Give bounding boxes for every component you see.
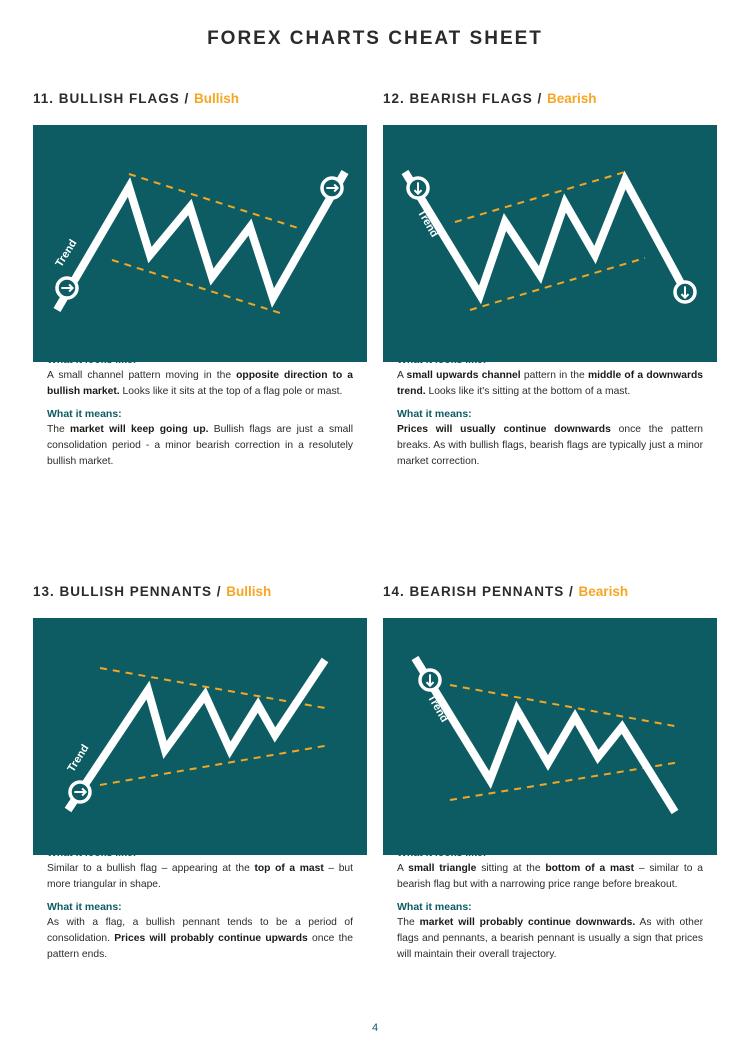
sentiment-tag: Bullish xyxy=(226,584,272,599)
text-segment: once the pattern breaks. As with bullish… xyxy=(397,424,703,467)
text-segment: As with a flag, a bullish pennant tends … xyxy=(47,917,353,944)
text-segment: A xyxy=(397,370,407,381)
price-line xyxy=(401,169,694,305)
emphasis-text: opposite direction to a bullish market. xyxy=(47,370,353,397)
looks-like-text: A small upwards channel pattern in the m… xyxy=(397,368,703,400)
arrow-circle-icon xyxy=(320,176,344,200)
emphasis-text: small triangle xyxy=(408,863,477,874)
text-segment: Looks like it sits at the top of a flag … xyxy=(119,386,343,397)
means-text: Prices will usually continue downwards o… xyxy=(397,422,703,470)
means-label: What it means: xyxy=(47,408,122,420)
heading-text: 12. BEARISH FLAGS / xyxy=(383,91,548,106)
channel-boundary-line xyxy=(454,171,626,223)
means-text: The market will probably continue downwa… xyxy=(397,915,703,963)
looks-like-text: A small channel pattern moving in the op… xyxy=(47,368,353,400)
section-heading: 13. BULLISH PENNANTS / Bullish xyxy=(33,584,271,599)
sentiment-tag: Bearish xyxy=(578,584,629,599)
channel-boundary-line xyxy=(449,684,681,728)
arrow-circle-icon xyxy=(406,176,430,200)
description: What it looks like: A small triangle sit… xyxy=(397,845,703,969)
emphasis-text: market will keep going up. xyxy=(70,424,209,435)
means-text: The market will keep going up. Bullish f… xyxy=(47,422,353,470)
text-segment: pattern in the xyxy=(520,370,588,381)
emphasis-text: small upwards channel xyxy=(406,370,521,381)
channel-boundary-line xyxy=(111,259,281,314)
arrow-circle-icon xyxy=(673,280,697,304)
channel-boundary-line xyxy=(99,744,331,786)
text-segment: – but more triangular in shape. xyxy=(47,863,354,890)
page-title: FOREX CHARTS CHEAT SHEET xyxy=(207,28,543,49)
channel-boundary-line xyxy=(469,257,646,311)
text-segment: – similar to a bearish flag but with a n… xyxy=(397,863,703,890)
text-segment: Looks like it's sitting at the bottom of… xyxy=(425,386,631,397)
description: What it looks like: A small upwards chan… xyxy=(397,352,703,476)
pattern-illustration: Trend xyxy=(33,125,367,362)
section-heading: 11. BULLISH FLAGS / Bullish xyxy=(33,91,239,106)
emphasis-text: Prices will usually continue downwards xyxy=(397,424,611,435)
text-segment: A small channel pattern moving in the xyxy=(47,370,237,381)
looks-like-text: A small triangle sitting at the bottom o… xyxy=(397,861,703,893)
arrow-circle-icon xyxy=(55,276,79,300)
emphasis-text: middle of a downwards trend. xyxy=(397,370,703,397)
text-segment: Similar to a bullish flag – appearing at… xyxy=(47,863,255,874)
price-line xyxy=(411,655,679,815)
arrow-circle-icon xyxy=(418,668,442,692)
section-heading: 14. BEARISH PENNANTS / Bearish xyxy=(383,584,628,599)
text-segment: A xyxy=(397,863,409,874)
pattern-illustration: Trend xyxy=(383,618,717,855)
looks-like-text: Similar to a bullish flag – appearing at… xyxy=(47,861,353,893)
channel-boundary-line xyxy=(128,173,299,229)
text-segment: Bullish flags are just a small consolida… xyxy=(47,424,353,467)
emphasis-text: bottom of a mast xyxy=(545,863,635,874)
heading-text: 13. BULLISH PENNANTS / xyxy=(33,584,227,599)
pattern-illustration: Trend xyxy=(33,618,367,855)
means-label: What it means: xyxy=(397,901,472,913)
section-heading: 12. BEARISH FLAGS / Bearish xyxy=(383,91,597,106)
sentiment-tag: Bearish xyxy=(547,91,597,106)
text-segment: sitting at the xyxy=(476,863,546,874)
text-segment: once the pattern ends. xyxy=(47,933,353,960)
emphasis-text: Prices will probably continue upwards xyxy=(114,933,308,944)
description: What it looks like: A small channel patt… xyxy=(47,352,353,476)
pattern-illustration: Trend xyxy=(383,125,717,362)
emphasis-text: market will probably continue downwards. xyxy=(419,917,636,928)
looks-like-label: What it looks like: xyxy=(397,354,487,366)
looks-like-label: What it looks like: xyxy=(47,847,137,859)
trend-label: Trend xyxy=(65,743,91,775)
price-line xyxy=(64,657,329,813)
looks-like-label: What it looks like: xyxy=(47,354,137,366)
arrow-circle-icon xyxy=(68,780,92,804)
description: What it looks like: Similar to a bullish… xyxy=(47,845,353,969)
heading-text: 14. BEARISH PENNANTS / xyxy=(383,584,579,599)
page-number: 4 xyxy=(371,1022,379,1034)
looks-like-label: What it looks like: xyxy=(397,847,487,859)
text-segment: The xyxy=(47,424,71,435)
emphasis-text: top of a mast xyxy=(254,863,324,874)
sentiment-tag: Bullish xyxy=(194,91,240,106)
means-label: What it means: xyxy=(397,408,472,420)
means-text: As with a flag, a bullish pennant tends … xyxy=(47,915,353,963)
trend-label: Trend xyxy=(53,238,79,270)
means-label: What it means: xyxy=(47,901,122,913)
text-segment: As with other flags and pennants, a bear… xyxy=(397,917,704,960)
heading-text: 11. BULLISH FLAGS / xyxy=(33,91,195,106)
price-line xyxy=(53,170,349,313)
text-segment: The xyxy=(397,917,420,928)
